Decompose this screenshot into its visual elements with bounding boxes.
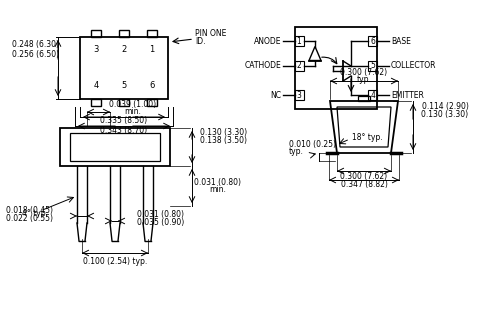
Text: 2: 2	[297, 62, 301, 71]
Bar	[60, 128, 170, 166]
Text: 0.130 (3.30): 0.130 (3.30)	[201, 127, 247, 136]
Bar	[295, 27, 377, 109]
Text: PIN ONE: PIN ONE	[195, 28, 226, 37]
Text: 0.100 (2.54) typ.: 0.100 (2.54) typ.	[83, 257, 147, 265]
Bar	[295, 90, 304, 100]
Text: BASE: BASE	[391, 36, 411, 45]
Text: 0.022 (0.55): 0.022 (0.55)	[6, 213, 53, 222]
Text: 3: 3	[297, 90, 301, 100]
Text: 4: 4	[371, 90, 376, 100]
Bar	[119, 99, 129, 106]
Text: 0.031 (0.80): 0.031 (0.80)	[195, 177, 242, 186]
Text: 0.343 (8.70): 0.343 (8.70)	[101, 125, 147, 134]
Bar	[70, 133, 160, 161]
Text: 0.335 (8.50): 0.335 (8.50)	[101, 117, 147, 125]
Bar	[91, 30, 101, 37]
Text: 0.300 (7.62): 0.300 (7.62)	[341, 171, 387, 180]
Text: 2: 2	[121, 45, 127, 55]
Text: 6: 6	[149, 81, 155, 90]
Text: 5: 5	[121, 81, 127, 90]
Bar	[119, 30, 129, 37]
Bar	[80, 37, 168, 99]
Text: typ.: typ.	[356, 74, 371, 83]
Text: 5: 5	[371, 62, 376, 71]
Bar	[368, 61, 377, 71]
Text: 3: 3	[93, 45, 99, 55]
Text: 0.114 (2.90): 0.114 (2.90)	[422, 102, 468, 111]
Text: 18° typ.: 18° typ.	[352, 133, 383, 143]
Text: 0.018 (0.45): 0.018 (0.45)	[6, 206, 53, 214]
Text: 0.256 (6.50): 0.256 (6.50)	[12, 50, 60, 59]
Text: 0.248 (6.30): 0.248 (6.30)	[12, 40, 60, 50]
Text: COLLECTOR: COLLECTOR	[391, 62, 436, 71]
Text: CATHODE: CATHODE	[244, 62, 281, 71]
Text: 0.031 (0.80): 0.031 (0.80)	[137, 211, 184, 219]
Text: 0.300 (7.62): 0.300 (7.62)	[341, 68, 387, 76]
Bar	[358, 96, 370, 101]
Bar	[368, 90, 377, 100]
Text: NC: NC	[270, 90, 281, 100]
Text: 6: 6	[371, 36, 376, 45]
Text: 0.035 (0.90): 0.035 (0.90)	[137, 218, 184, 227]
Bar	[368, 36, 377, 46]
Text: 0.010 (0.25): 0.010 (0.25)	[289, 140, 336, 150]
Text: EMITTER: EMITTER	[391, 90, 424, 100]
Text: 4° typ.: 4° typ.	[22, 209, 48, 217]
Text: min.: min.	[125, 107, 141, 116]
Bar	[147, 99, 157, 106]
Text: typ.: typ.	[289, 148, 304, 157]
Text: 0.347 (8.82): 0.347 (8.82)	[341, 180, 387, 190]
Text: 0.130 (3.30): 0.130 (3.30)	[422, 111, 468, 119]
Text: 0.039 (1.00): 0.039 (1.00)	[109, 100, 157, 109]
Bar	[147, 30, 157, 37]
Text: ID.: ID.	[195, 36, 206, 45]
Text: 1: 1	[297, 36, 301, 45]
Text: ANODE: ANODE	[253, 36, 281, 45]
Bar	[295, 61, 304, 71]
Text: min.: min.	[210, 185, 226, 195]
Text: 4: 4	[93, 81, 99, 90]
Text: 0.138 (3.50): 0.138 (3.50)	[201, 136, 247, 146]
Bar	[295, 36, 304, 46]
Text: 1: 1	[149, 45, 155, 55]
Bar	[91, 99, 101, 106]
